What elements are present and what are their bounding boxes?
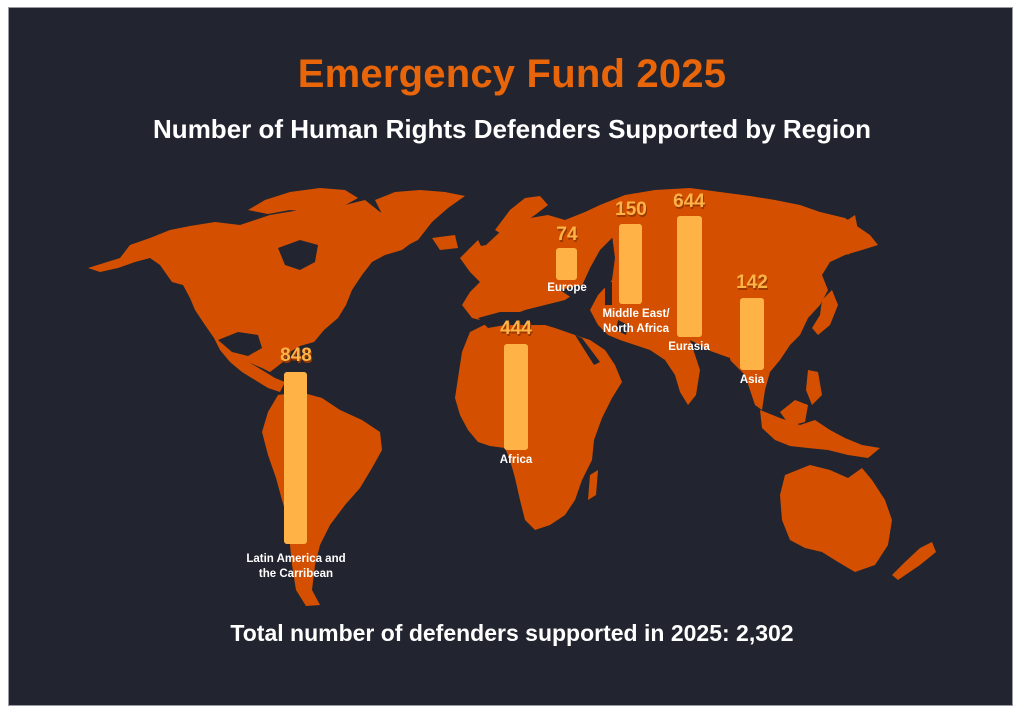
region-label-latin-america: Latin America and the Carribean bbox=[226, 552, 366, 582]
region-label-europe: Europe bbox=[497, 281, 637, 296]
bar-mena bbox=[619, 224, 642, 304]
region-label-africa: Africa bbox=[446, 453, 586, 468]
europe-shape bbox=[460, 205, 615, 322]
red-sea-shape bbox=[575, 335, 600, 365]
region-label-eurasia: Eurasia bbox=[619, 340, 759, 355]
bar-eurasia bbox=[677, 216, 702, 337]
region-label-line: Latin America and bbox=[246, 553, 346, 565]
region-label-line: Europe bbox=[547, 282, 587, 294]
black-sea-shape bbox=[560, 285, 590, 300]
japan-shape bbox=[812, 290, 838, 335]
bar-europe bbox=[556, 248, 577, 280]
region-label-line: Middle East/ bbox=[602, 308, 670, 320]
asia-shape bbox=[590, 188, 878, 410]
region-label-line: Africa bbox=[499, 454, 533, 466]
region-label-line: the Carribean bbox=[258, 568, 334, 580]
bay-of-bengal-shape bbox=[702, 348, 735, 400]
southeast-asia-islands-shape bbox=[760, 410, 880, 458]
total-defenders-text: Total number of defenders supported in 2… bbox=[230, 620, 794, 646]
bar-latin-america bbox=[284, 372, 307, 544]
uk-shape bbox=[468, 240, 484, 265]
persian-gulf-shape bbox=[616, 320, 628, 335]
north-america-shape bbox=[88, 200, 418, 372]
caspian-shape bbox=[605, 280, 612, 305]
africa-shape bbox=[455, 318, 622, 530]
page-subtitle: Number of Human Rights Defenders Support… bbox=[153, 114, 871, 144]
iceland-shape bbox=[432, 235, 458, 250]
hudson-bay-shape bbox=[278, 240, 318, 270]
value-label-mena: 150 bbox=[615, 199, 647, 220]
new-zealand-shape bbox=[892, 542, 936, 580]
mediterranean-shape bbox=[478, 312, 565, 328]
region-label-line: Eurasia bbox=[668, 341, 710, 353]
value-label-latin-america: 848 bbox=[280, 345, 312, 366]
region-label-asia: Asia bbox=[682, 373, 822, 388]
bar-africa bbox=[504, 344, 528, 450]
region-label-line: North Africa bbox=[602, 323, 670, 335]
madagascar-shape bbox=[588, 470, 598, 500]
philippines-shape bbox=[806, 370, 822, 405]
australia-shape bbox=[780, 465, 892, 572]
region-label-line: Asia bbox=[739, 374, 765, 386]
value-label-africa: 444 bbox=[500, 318, 532, 339]
region-label-mena: Middle East/ North Africa bbox=[566, 307, 706, 337]
scandinavia-shape bbox=[495, 196, 548, 238]
gulf-of-mexico-shape bbox=[218, 332, 262, 356]
borneo-shape bbox=[780, 400, 808, 426]
value-label-europe: 74 bbox=[556, 224, 578, 245]
value-label-asia: 142 bbox=[736, 272, 768, 293]
arctic-islands-shape bbox=[248, 188, 358, 214]
page-title: Emergency Fund 2025 bbox=[297, 52, 727, 96]
kamchatka-shape bbox=[840, 215, 860, 255]
value-label-eurasia: 644 bbox=[673, 191, 705, 212]
bar-asia bbox=[740, 298, 764, 370]
greenland-shape bbox=[375, 190, 465, 248]
